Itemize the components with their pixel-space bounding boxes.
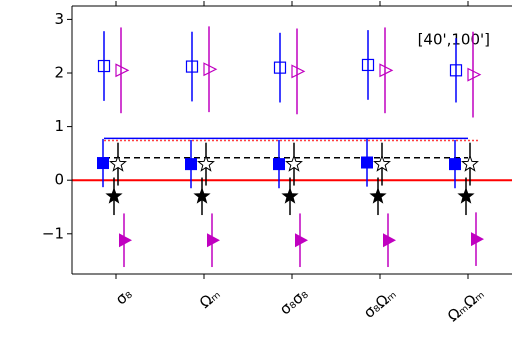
marker [373, 154, 391, 172]
marker [471, 232, 484, 247]
marker [291, 64, 306, 79]
x-tick-label: Ωₘ [196, 285, 224, 312]
marker [369, 187, 387, 204]
marker [449, 64, 463, 77]
marker [207, 233, 220, 248]
marker [193, 187, 211, 204]
x-tick-label: σ₈Ωₘ [360, 285, 399, 322]
marker [119, 233, 132, 248]
marker [197, 154, 215, 172]
marker [379, 63, 394, 78]
marker [115, 63, 130, 78]
y-tick-label: 1 [54, 117, 64, 135]
marker [203, 62, 218, 77]
marker [285, 154, 303, 172]
y-tick-label: −1 [42, 224, 64, 242]
marker [361, 156, 373, 169]
x-tick-label: σ₈ [112, 285, 135, 309]
marker [185, 158, 197, 171]
marker [105, 187, 123, 204]
x-tick-label: ΩₘΩₘ [444, 285, 487, 326]
marker [185, 60, 199, 73]
marker [281, 187, 299, 204]
marker [449, 158, 461, 171]
annotation: [40',100'] [418, 31, 490, 49]
marker [457, 187, 475, 204]
marker [361, 58, 375, 72]
marker [383, 233, 396, 248]
marker [109, 154, 127, 172]
marker [97, 157, 109, 170]
y-tick-label: 2 [54, 64, 64, 82]
y-tick-label: 3 [54, 10, 64, 28]
marker [295, 233, 308, 248]
marker [273, 61, 287, 74]
marker [467, 67, 482, 82]
marker [461, 154, 479, 172]
y-tick-label: 0 [54, 171, 64, 189]
marker [97, 59, 111, 73]
marker [273, 158, 285, 171]
x-tick-label: σ₈σ₈ [276, 285, 311, 319]
